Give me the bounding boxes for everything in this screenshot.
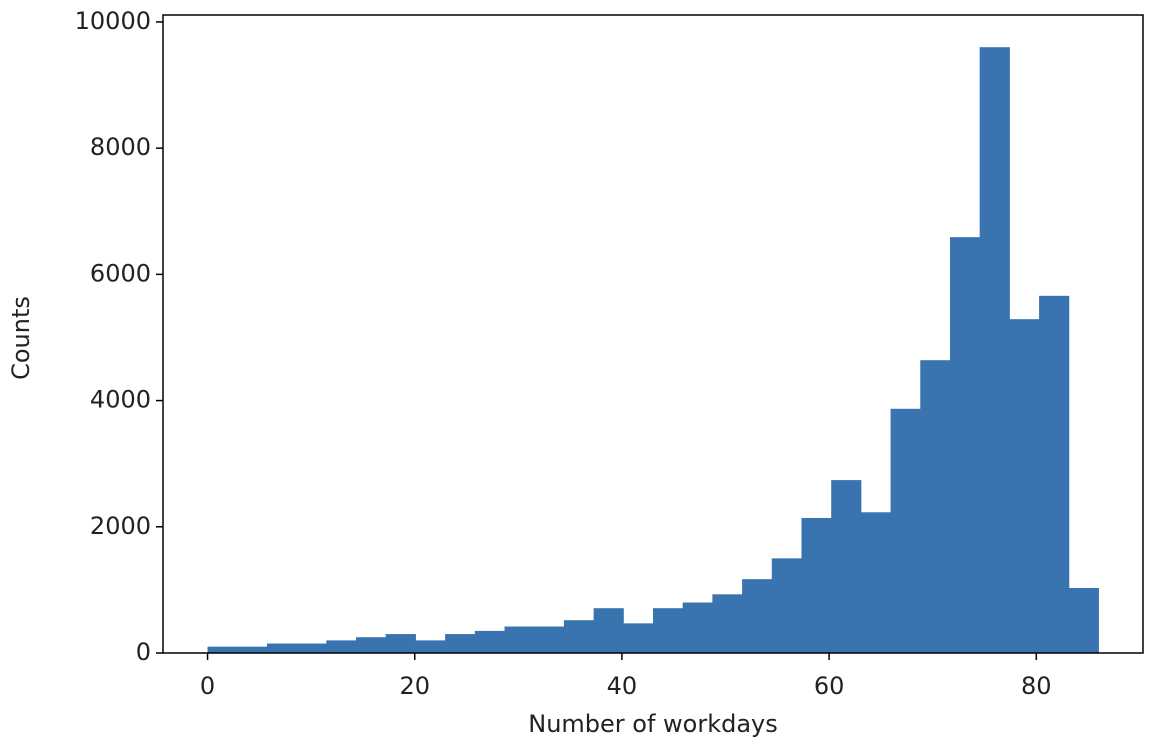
- y-tick-label: 10000: [75, 7, 151, 35]
- bar: [534, 626, 565, 653]
- bar: [949, 237, 981, 653]
- bar: [296, 643, 327, 653]
- x-tick-label: 80: [1021, 672, 1052, 700]
- x-tick-label: 40: [607, 672, 638, 700]
- x-tick-label: 60: [814, 672, 845, 700]
- bar: [415, 640, 446, 653]
- bar: [207, 646, 238, 653]
- bar: [563, 620, 595, 653]
- bar: [1009, 319, 1040, 653]
- y-tick-label: 0: [136, 638, 151, 666]
- bar: [771, 558, 802, 653]
- bar: [712, 594, 743, 653]
- bar: [623, 623, 654, 653]
- y-tick-label: 2000: [90, 512, 151, 540]
- bar: [356, 637, 387, 653]
- bar: [860, 512, 892, 653]
- bar: [920, 360, 951, 653]
- bar: [831, 480, 862, 653]
- bar: [1068, 588, 1099, 653]
- y-tick-label: 6000: [90, 259, 151, 287]
- plot-frame: [162, 14, 1144, 654]
- bar: [326, 640, 357, 653]
- x-tick-label: 0: [200, 672, 215, 700]
- bar: [237, 646, 268, 653]
- bar: [979, 47, 1010, 654]
- bar: [593, 608, 624, 653]
- bar: [742, 579, 773, 653]
- bar: [890, 408, 921, 653]
- bar: [653, 608, 684, 653]
- bar: [1039, 295, 1070, 653]
- bar: [474, 630, 506, 653]
- bar: [445, 634, 476, 653]
- y-tick-label: 4000: [90, 386, 151, 414]
- bar: [682, 602, 713, 653]
- y-axis-label: Counts: [7, 296, 35, 380]
- x-tick-label: 20: [399, 672, 430, 700]
- bar: [385, 634, 416, 653]
- bar: [266, 643, 298, 653]
- y-tick-label: 8000: [90, 133, 151, 161]
- bar: [504, 626, 535, 653]
- bar: [801, 517, 832, 653]
- x-axis-label: Number of workdays: [528, 710, 778, 738]
